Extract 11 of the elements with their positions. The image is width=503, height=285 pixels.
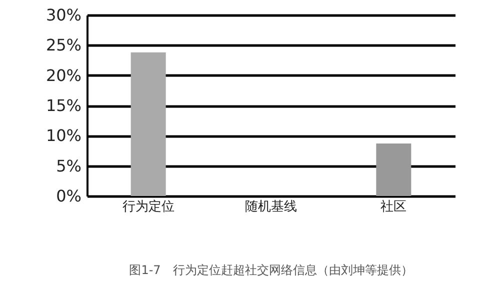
x-tick-label: 社区	[380, 200, 407, 214]
y-tick-label: 10%	[46, 126, 82, 146]
y-tick-label: 30%	[46, 6, 82, 24]
x-tick-label: 随机基线	[245, 200, 297, 214]
y-tick-label: 0%	[56, 186, 82, 206]
x-tick-label: 行为定位	[122, 200, 174, 214]
y-tick-label: 20%	[46, 66, 82, 85]
text: 图1-7 行为定位赶超社交网络信息（由刘坤等提供）	[129, 263, 413, 277]
y-tick-label: 25%	[46, 36, 82, 55]
y-tick-label: 15%	[46, 96, 82, 115]
y-tick-label: 5%	[56, 156, 82, 176]
